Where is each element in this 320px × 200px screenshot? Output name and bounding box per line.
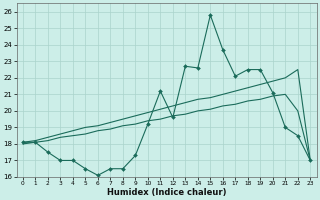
X-axis label: Humidex (Indice chaleur): Humidex (Indice chaleur) (107, 188, 226, 197)
